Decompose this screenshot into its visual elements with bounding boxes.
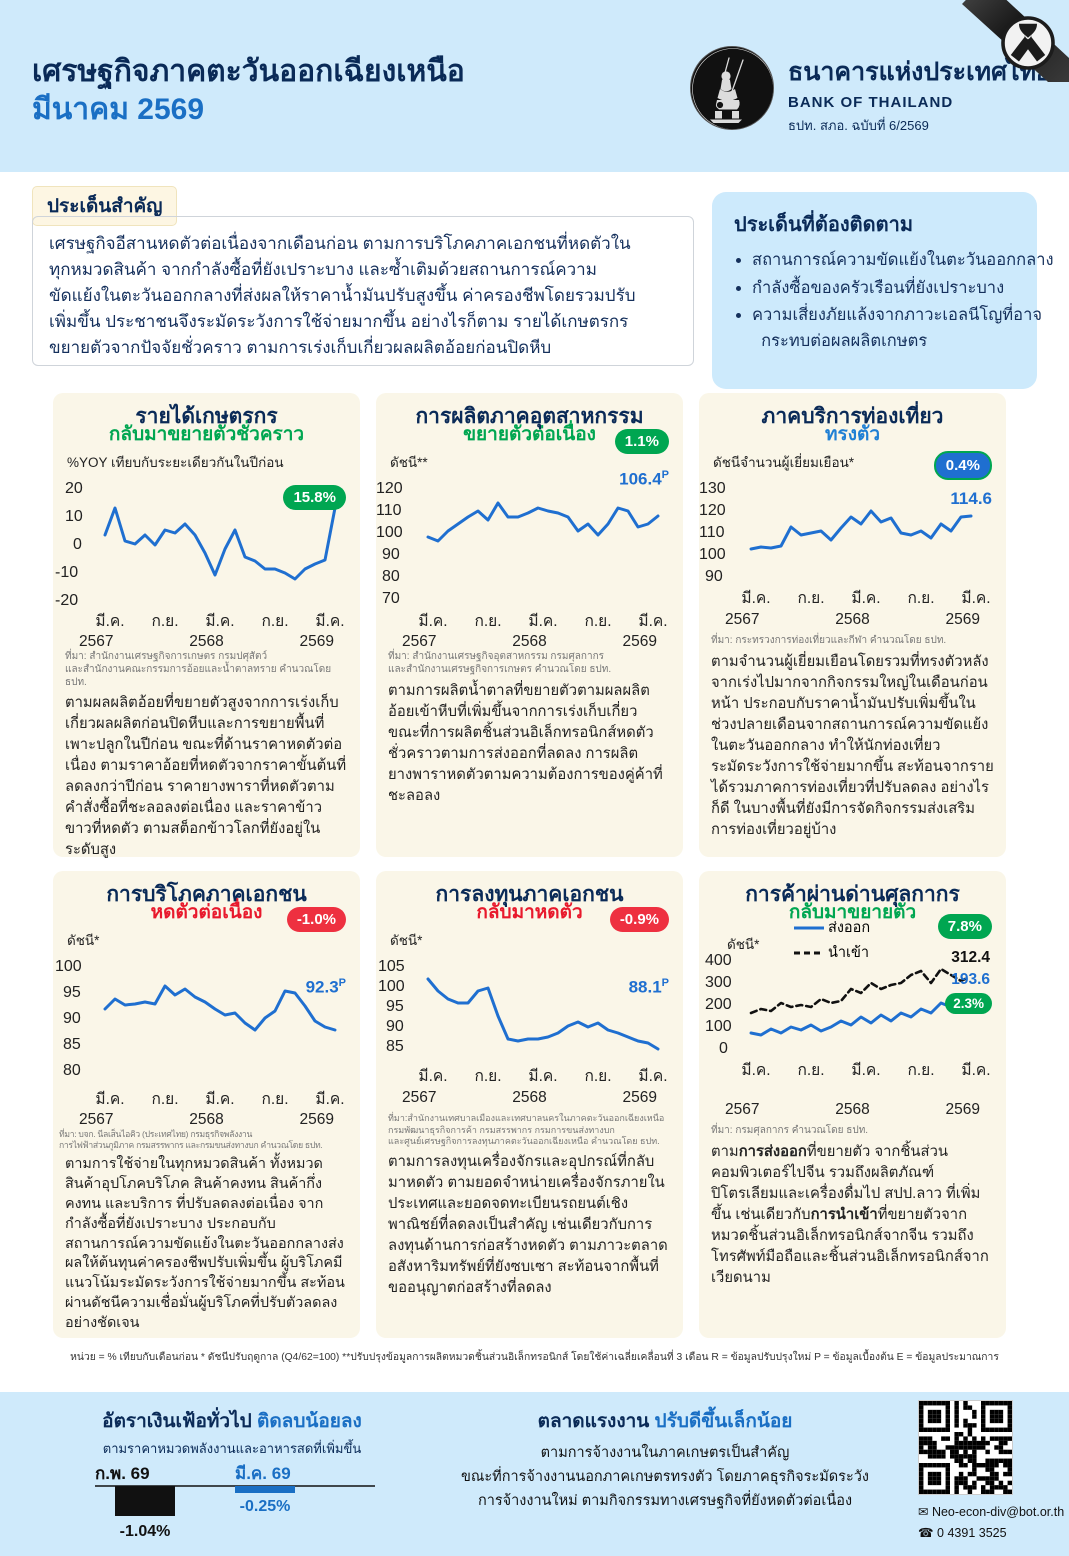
svg-text:0: 0: [73, 536, 82, 553]
svg-text:100: 100: [55, 958, 82, 975]
svg-text:100: 100: [705, 1018, 732, 1035]
svg-text:10: 10: [65, 508, 83, 525]
svg-text:มี.ค.: มี.ค.: [851, 590, 880, 607]
svg-text:มี.ค.: มี.ค.: [528, 1068, 557, 1085]
svg-text:-0.25%: -0.25%: [240, 1498, 291, 1515]
svg-text:-1.04%: -1.04%: [120, 1523, 171, 1540]
svg-text:200: 200: [705, 996, 732, 1013]
svg-text:ก.ย.: ก.ย.: [797, 590, 824, 607]
svg-text:85: 85: [386, 1038, 404, 1055]
svg-text:มี.ค.: มี.ค.: [315, 1091, 344, 1108]
svg-text:มี.ค.: มี.ค.: [638, 1068, 667, 1085]
svg-text:ก.ย.: ก.ย.: [584, 613, 611, 630]
svg-text:มี.ค.: มี.ค.: [851, 1062, 880, 1079]
svg-text:85: 85: [63, 1036, 81, 1053]
svg-text:100: 100: [376, 524, 403, 541]
svg-text:ก.ย.: ก.ย.: [261, 613, 288, 630]
svg-text:-20: -20: [55, 592, 78, 609]
svg-text:ก.ย.: ก.ย.: [907, 590, 934, 607]
svg-text:110: 110: [699, 524, 725, 541]
svg-text:ก.ย.: ก.ย.: [584, 1068, 611, 1085]
svg-text:120: 120: [699, 502, 726, 519]
svg-text:มี.ค.: มี.ค.: [638, 613, 667, 630]
svg-text:70: 70: [382, 590, 400, 607]
svg-text:มี.ค.: มี.ค.: [741, 590, 770, 607]
svg-text:ก.ย.: ก.ย.: [261, 1091, 288, 1108]
svg-text:-10: -10: [55, 564, 78, 581]
svg-text:20: 20: [65, 480, 83, 497]
svg-text:มี.ค.: มี.ค.: [418, 613, 447, 630]
svg-text:มี.ค.: มี.ค.: [95, 1091, 124, 1108]
svg-text:ก.ย.: ก.ย.: [474, 1068, 501, 1085]
svg-text:มี.ค.: มี.ค.: [315, 613, 344, 630]
svg-text:มี.ค.: มี.ค.: [961, 1062, 990, 1079]
svg-text:ก.ย.: ก.ย.: [907, 1062, 934, 1079]
svg-text:ก.ย.: ก.ย.: [474, 613, 501, 630]
svg-text:ก.ย.: ก.ย.: [151, 613, 178, 630]
svg-text:100: 100: [699, 546, 726, 563]
svg-text:90: 90: [705, 568, 723, 585]
svg-text:ก.ย.: ก.ย.: [797, 1062, 824, 1079]
svg-text:90: 90: [63, 1010, 81, 1027]
svg-text:มี.ค.: มี.ค.: [95, 613, 124, 630]
svg-text:มี.ค.: มี.ค.: [961, 590, 990, 607]
svg-text:มี.ค.: มี.ค.: [205, 1091, 234, 1108]
svg-text:90: 90: [382, 546, 400, 563]
svg-text:300: 300: [705, 974, 732, 991]
svg-text:ก.ย.: ก.ย.: [151, 1091, 178, 1108]
svg-text:105: 105: [378, 958, 405, 975]
svg-text:110: 110: [376, 502, 402, 519]
svg-text:100: 100: [378, 978, 405, 995]
svg-text:0: 0: [719, 1040, 728, 1057]
svg-text:95: 95: [63, 984, 81, 1001]
svg-text:130: 130: [699, 480, 726, 497]
svg-text:มี.ค.: มี.ค.: [741, 1062, 770, 1079]
svg-text:90: 90: [386, 1018, 404, 1035]
svg-text:มี.ค.: มี.ค.: [528, 613, 557, 630]
svg-text:มี.ค.: มี.ค.: [205, 613, 234, 630]
svg-text:80: 80: [63, 1062, 81, 1079]
svg-text:95: 95: [386, 998, 404, 1015]
svg-text:120: 120: [376, 480, 403, 497]
svg-text:80: 80: [382, 568, 400, 585]
svg-text:มี.ค.: มี.ค.: [418, 1068, 447, 1085]
